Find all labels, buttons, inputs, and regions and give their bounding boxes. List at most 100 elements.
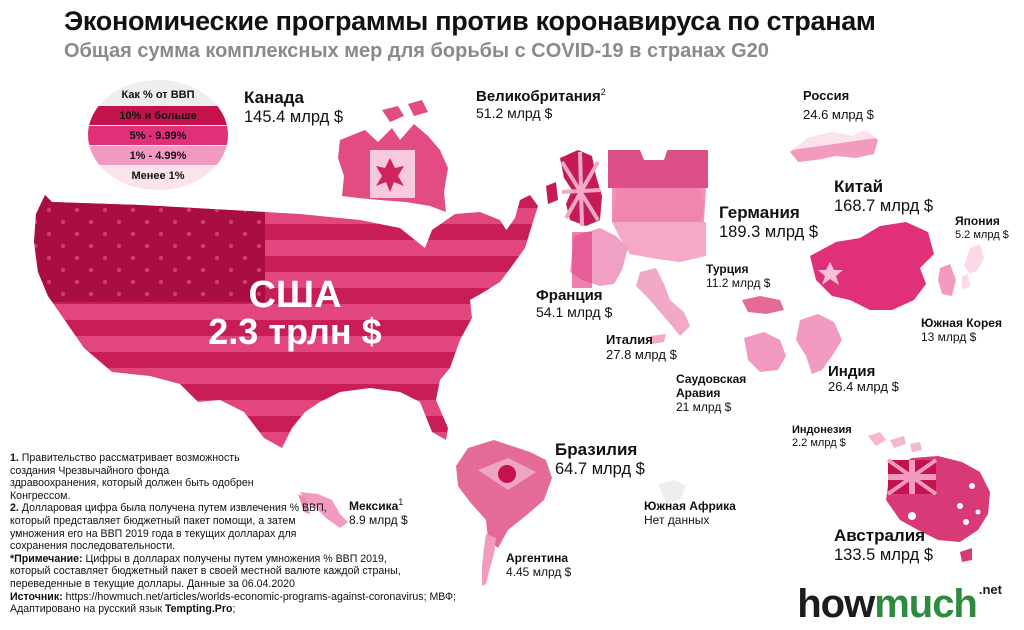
country-value-saudi: 21 млрд $ xyxy=(676,399,732,414)
country-name-france: Франция xyxy=(536,287,603,304)
country-value-argentina: 4.45 млрд $ xyxy=(506,564,572,579)
adapted-by: Tempting.Pro xyxy=(164,603,233,616)
country-value-south-korea: 13 млрд $ xyxy=(921,329,977,344)
label-mexico: Мексика1 8.9 млрд $ xyxy=(349,497,408,528)
note-1-number: 1. xyxy=(10,452,19,464)
country-value-france: 54.1 млрд $ xyxy=(536,304,613,321)
argentina-shape xyxy=(482,534,496,586)
country-name-brazil: Бразилия xyxy=(555,440,638,459)
country-name-mexico: Мексика xyxy=(349,499,399,513)
brazil-shape xyxy=(456,440,552,548)
country-value-china: 168.7 млрд $ xyxy=(834,196,934,215)
country-name-turkey: Турция xyxy=(706,262,749,276)
note-1-text: Правительство рассматривает возможность … xyxy=(10,452,254,502)
country-value-brazil: 64.7 млрд $ xyxy=(555,459,645,478)
footnote-mark-mexico: 1 xyxy=(398,497,404,507)
country-value-india: 26.4 млрд $ xyxy=(828,379,899,395)
source-label: Источник: xyxy=(10,590,63,603)
south-korea-shape xyxy=(938,264,956,296)
label-usa: США 2.3 трлн $ xyxy=(160,276,430,350)
label-germany: Германия 189.3 млрд $ xyxy=(719,203,818,242)
legend-item-5-10: 5% - 9.99% xyxy=(129,129,187,142)
howmuch-logo: howmuch .net xyxy=(797,582,1002,627)
legend-item-10plus: 10% и больше xyxy=(119,109,197,122)
country-value-germany: 189.3 млрд $ xyxy=(719,222,819,241)
country-name-argentina: Аргентина xyxy=(506,551,569,565)
page-title: Экономические программы против коронавир… xyxy=(64,6,876,36)
label-australia: Австралия 133.5 млрд $ xyxy=(834,526,933,565)
india-shape xyxy=(796,314,842,374)
country-value-mexico: 8.9 млрд $ xyxy=(349,512,408,527)
canada-shape xyxy=(338,100,448,212)
label-russia: Россия 24.6 млрд $ xyxy=(803,88,874,123)
country-value-russia: 24.6 млрд $ xyxy=(803,106,874,122)
logo-how: how xyxy=(797,582,875,626)
china-shape xyxy=(810,222,934,310)
legend: Как % от ВВП 10% и больше 5% - 9.99% 1% … xyxy=(88,80,228,190)
france-shape xyxy=(570,228,628,288)
label-brazil: Бразилия 64.7 млрд $ xyxy=(555,440,645,479)
label-japan: Япония 5.2 млрд $ xyxy=(955,214,1009,241)
legend-circle xyxy=(88,80,228,190)
saudi-shape xyxy=(744,332,786,372)
label-italy: Италия 27.8 млрд $ xyxy=(606,332,677,363)
country-name-saudi-line2: Аравия xyxy=(676,385,721,400)
country-name-india: Индия xyxy=(828,363,876,380)
uk-shape xyxy=(546,150,602,227)
country-name-indonesia: Индонезия xyxy=(792,424,852,436)
country-name-russia: Россия xyxy=(803,88,850,103)
country-name-usa: США xyxy=(248,274,342,316)
note-2-number: 2. xyxy=(10,502,19,515)
legend-swatch-mid xyxy=(88,126,228,145)
country-name-australia: Австралия xyxy=(834,526,926,545)
country-name-south-korea: Южная Корея xyxy=(921,316,1002,330)
label-turkey: Турция 11.2 млрд $ xyxy=(706,262,771,291)
legend-title: Как % от ВВП xyxy=(121,88,195,101)
label-france: Франция 54.1 млрд $ xyxy=(536,287,612,320)
label-south-korea: Южная Корея 13 млрд $ xyxy=(921,316,1002,345)
country-name-china: Китай xyxy=(834,177,884,196)
country-name-japan: Япония xyxy=(955,214,1000,228)
label-india: Индия 26.4 млрд $ xyxy=(828,363,899,395)
country-value-japan: 5.2 млрд $ xyxy=(955,228,1009,241)
australia-shape xyxy=(886,456,990,562)
legend-item-1-5: 1% - 4.99% xyxy=(129,149,187,162)
country-value-canada: 145.4 млрд $ xyxy=(244,107,344,126)
logo-much: much xyxy=(874,582,978,626)
country-value-australia: 133.5 млрд $ xyxy=(834,545,934,564)
legend-swatch-dark xyxy=(88,106,228,125)
footnotes: 1. Правительство рассматривает возможнос… xyxy=(10,452,457,616)
country-name-germany: Германия xyxy=(719,203,800,222)
label-uk: Великобритания2 51.2 млрд $ xyxy=(476,87,606,121)
turkey-shape xyxy=(742,296,784,314)
mexico-shape xyxy=(298,492,348,528)
country-name-saudi-line1: Саудовская xyxy=(676,372,747,386)
country-value-uk: 51.2 млрд $ xyxy=(476,105,553,122)
label-china: Китай 168.7 млрд $ xyxy=(834,177,933,216)
country-name-italy: Италия xyxy=(606,332,653,347)
country-value-italy: 27.8 млрд $ xyxy=(606,346,677,362)
japan-shape xyxy=(962,244,984,290)
label-south-africa: Южная Африка Нет данных xyxy=(644,499,736,528)
page-subtitle: Общая сумма комплексных мер для борьбы с… xyxy=(64,40,769,62)
russia-shape xyxy=(790,130,878,162)
country-value-turkey: 11.2 млрд $ xyxy=(706,275,771,290)
label-indonesia: Индонезия 2.2 млрд $ xyxy=(792,424,852,449)
note-2-text: Долларовая цифра была получена путем изв… xyxy=(10,502,327,553)
label-canada: Канада 145.4 млрд $ xyxy=(244,88,343,127)
logo-net: .net xyxy=(978,582,1002,597)
country-value-south-africa: Нет данных xyxy=(644,512,710,527)
label-argentina: Аргентина 4.45 млрд $ xyxy=(506,551,572,580)
country-name-uk: Великобритания xyxy=(476,88,601,105)
source-text: https://howmuch.net/articles/worlds-econ… xyxy=(10,590,457,616)
legend-item-under1: Менее 1% xyxy=(131,169,185,182)
country-name-canada: Канада xyxy=(244,88,305,107)
legend-swatch-light xyxy=(88,146,228,165)
germany-shape xyxy=(608,148,708,262)
country-value-indonesia: 2.2 млрд $ xyxy=(792,436,846,449)
italy-shape xyxy=(636,268,690,344)
indonesia-shape xyxy=(868,432,922,452)
country-name-south-africa: Южная Африка xyxy=(644,499,736,513)
label-saudi-arabia: Саудовская Аравия 21 млрд $ xyxy=(676,372,747,414)
